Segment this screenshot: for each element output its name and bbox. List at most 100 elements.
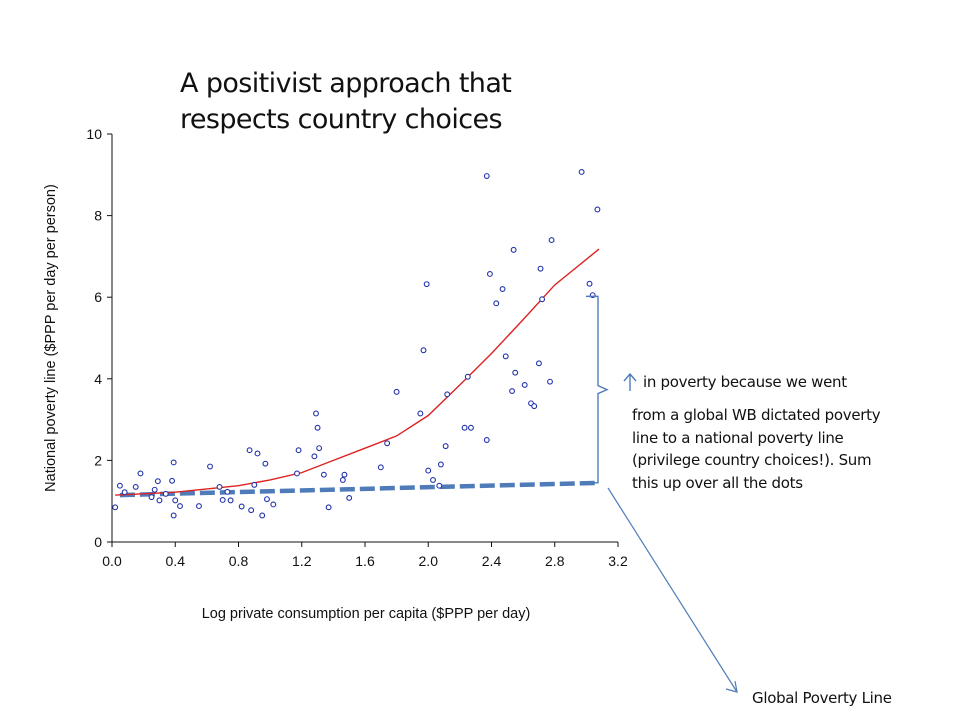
data-point: [437, 461, 444, 468]
x-axis: 0.0 0.4 0.8 1.2 1.6 2.0 2.4 2.8 3.2: [102, 541, 628, 569]
data-point: [425, 467, 432, 474]
pointer-arrowhead-icon: [725, 680, 738, 693]
data-point: [262, 460, 269, 467]
global-poverty-line-label: Global Poverty Line: [752, 689, 892, 707]
x-tick-label: 2.0: [419, 553, 439, 569]
data-point: [259, 512, 266, 519]
annotation-text-line: from a global WB dictated poverty: [632, 406, 881, 424]
data-point: [162, 490, 169, 497]
data-point: [537, 265, 544, 272]
data-point: [535, 360, 542, 367]
data-point: [224, 488, 231, 495]
data-point: [539, 296, 546, 303]
data-point: [151, 486, 158, 493]
data-point: [502, 353, 509, 360]
data-point: [377, 464, 384, 471]
data-point: [172, 497, 179, 504]
data-point: [121, 489, 128, 496]
data-point: [417, 410, 424, 417]
annotation-heading: in poverty because we went: [643, 373, 847, 391]
data-point: [112, 504, 119, 511]
data-point: [246, 447, 253, 454]
data-point: [510, 246, 517, 253]
y-tick-label: 6: [94, 289, 102, 305]
annotation-text-line: line to a national poverty line: [632, 428, 844, 447]
data-point: [314, 424, 321, 431]
data-point: [248, 507, 255, 514]
data-point: [444, 391, 451, 398]
data-point: [464, 373, 471, 380]
data-point: [313, 410, 319, 417]
global-poverty-line: [119, 480, 600, 498]
data-point: [547, 378, 553, 385]
data-point: [294, 470, 300, 477]
y-tick-label: 0: [94, 534, 102, 550]
data-point: [325, 504, 332, 511]
data-point: [461, 424, 468, 431]
up-arrow-icon: [623, 372, 637, 391]
y-axis: 0 2 4 6 8 10: [86, 126, 113, 550]
x-tick-label: 1.6: [355, 553, 375, 569]
y-tick-label: 4: [94, 371, 102, 387]
x-tick-label: 0.0: [102, 553, 122, 569]
data-point: [207, 463, 213, 470]
annotation-text-line: this up over all the dots: [632, 473, 803, 492]
y-tick-label: 2: [94, 452, 102, 468]
data-point: [509, 388, 516, 394]
data-point: [423, 281, 430, 288]
data-point: [442, 443, 449, 450]
data-point: [531, 403, 538, 410]
data-point: [467, 424, 474, 431]
x-tick-label: 2.8: [545, 553, 565, 569]
fitted-curve: [115, 248, 600, 496]
annotation-text: from a global WB dictated poverty line t…: [632, 404, 932, 494]
data-point: [316, 445, 323, 452]
data-point: [420, 347, 427, 354]
data-point: [132, 483, 139, 490]
slide-title-line-1: A positivist approach that: [180, 68, 512, 99]
data-point: [430, 477, 436, 483]
data-point: [295, 447, 302, 454]
data-point: [154, 478, 161, 485]
data-point: [493, 300, 500, 307]
data-point: [483, 173, 490, 179]
data-point: [251, 481, 258, 488]
data-point: [594, 206, 601, 213]
data-point: [116, 482, 123, 489]
data-point: [483, 437, 490, 443]
slide-title: A positivist approach that respects coun…: [180, 66, 512, 138]
data-point: [512, 369, 519, 376]
data-point: [170, 512, 177, 519]
y-tick-label: 10: [86, 126, 102, 142]
difference-bracket: [586, 295, 609, 484]
data-point: [219, 497, 226, 503]
series-layer: [112, 168, 601, 519]
y-axis-title: National poverty line ($PPP per day per …: [43, 184, 59, 492]
data-point: [548, 237, 555, 244]
data-point: [339, 477, 346, 483]
data-point: [264, 496, 270, 503]
data-point: [254, 450, 261, 457]
data-point: [238, 503, 245, 510]
data-point: [156, 497, 163, 504]
data-point: [311, 453, 318, 460]
data-point: [346, 494, 353, 501]
x-tick-label: 1.2: [292, 553, 312, 569]
y-tick-label: 8: [94, 208, 102, 224]
global-line-pointer: [607, 487, 738, 693]
data-point: [137, 470, 144, 477]
data-point: [170, 459, 177, 466]
x-axis-title: Log private consumption per capita ($PPP…: [202, 606, 531, 622]
x-tick-label: 0.8: [229, 553, 249, 569]
data-point: [521, 381, 528, 388]
data-point: [169, 477, 176, 484]
data-point: [148, 494, 155, 501]
data-point: [320, 471, 327, 478]
data-point: [393, 388, 400, 395]
data-point: [270, 501, 277, 508]
x-tick-label: 2.4: [482, 553, 502, 569]
slide-title-line-2: respects country choices: [180, 104, 503, 135]
data-point: [384, 440, 391, 447]
data-point: [436, 482, 443, 489]
